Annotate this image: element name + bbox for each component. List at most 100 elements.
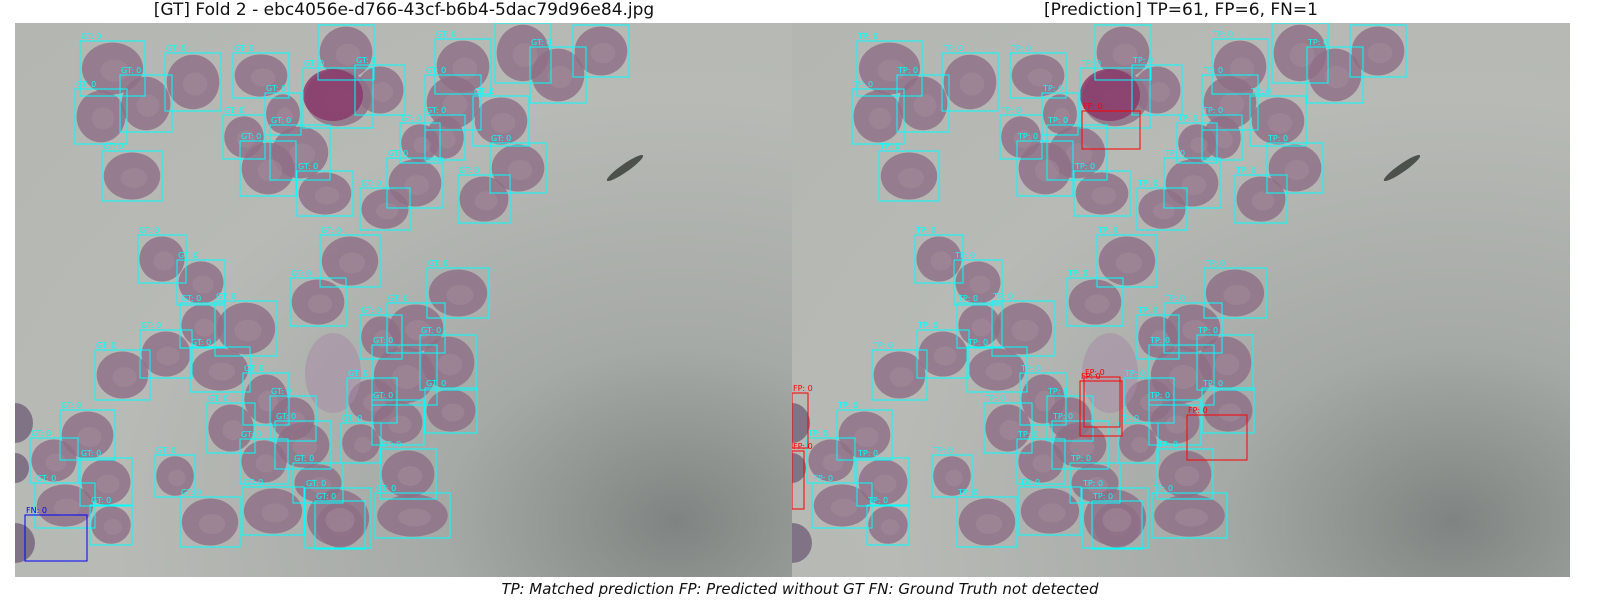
box-label: TP: 0 [932,446,953,455]
bounding-box [241,486,305,536]
cell-center [1115,252,1143,274]
bounding-box [1136,187,1188,231]
cell-center [999,420,1021,440]
bounding-box [956,302,1003,349]
cell-center [388,415,412,434]
box-label: TP: 0 [1092,492,1113,501]
box-label: GT: 0 [361,306,381,315]
bounding-box [189,346,251,393]
box-label: GT: 0 [388,149,408,158]
box-label: TP: 0 [1197,326,1218,335]
cell-center [1013,130,1033,148]
bounding-box [851,88,905,145]
box-label: GT: 0 [216,292,236,301]
bounding-box [419,334,477,391]
bounding-box [239,140,297,197]
box-label: TP: 0 [1164,294,1185,303]
box-label: GT: 0 [376,484,396,493]
cell-center [868,107,892,130]
cell-center [880,519,900,535]
box-label: GT: 0 [381,440,401,449]
box-label: GT: 0 [373,336,393,345]
bounding-box [1069,462,1121,504]
bounding-box [1016,438,1066,485]
box-label: TP: 0 [807,429,828,438]
box-label: GT: 0 [271,387,291,396]
cell-center [1229,57,1255,80]
bounding-box [1046,395,1094,442]
box-label: GT: 0 [298,162,318,171]
cell-center [112,367,137,387]
bounding-box [966,346,1028,393]
box-label: TP: 0 [954,251,975,260]
cell-center [250,68,276,87]
bounding-box [137,234,187,284]
cell-center [192,275,214,294]
box-label: TP: 0 [1212,30,1233,39]
bounding-box [1349,24,1407,78]
box-label: TP: 0 [897,66,918,75]
cell-center [490,113,516,133]
cell-center [1174,466,1200,486]
bounding-box [424,387,478,434]
box-label: TP: 0 [1152,484,1173,493]
cell-center [376,202,398,220]
cell-center [1112,43,1138,66]
cell-center [1165,415,1189,434]
box-label: GT: 0 [81,32,101,41]
bounding-box [1091,500,1143,550]
bounding-box [1163,302,1223,354]
bounding-box [1234,174,1288,224]
bounding-box [317,24,375,81]
box-label: FP: 0 [793,442,813,451]
gt-panel-title: [GT] Fold 2 - ebc4056e-d766-43cf-b6b4-5d… [153,0,655,20]
cell-center [1190,137,1208,153]
box-label: TP: 0 [1267,134,1288,143]
bounding-box [1041,92,1079,136]
bounding-box [119,74,173,133]
cell-center [854,427,879,447]
bounding-box [426,267,490,319]
box-label: TP: 0 [872,341,893,350]
cell-center [307,294,333,314]
bounding-box [386,302,446,354]
cell-center [404,175,430,195]
cell-center [1219,93,1245,116]
cell-center [512,43,538,67]
box-label: GT: 0 [243,478,263,487]
bounding-box [1201,387,1255,434]
bounding-box [314,500,366,550]
bounding-box [399,122,441,164]
cell-center [446,285,474,305]
cell-center [373,330,393,348]
bounding-box [1081,487,1149,549]
cell-center [1267,113,1293,133]
cell-center [1032,454,1054,473]
cell-center [1027,68,1053,87]
cell-center [363,393,385,412]
cell-center [1367,42,1393,64]
bounding-box [206,402,256,454]
box-label: FN: 0 [26,506,47,515]
bounding-box [264,92,302,136]
box-label: GT: 0 [224,106,244,115]
box-label: TP: 0 [837,401,858,410]
box-label: GT: 0 [266,84,286,93]
cell-center [1284,160,1310,180]
box-label: GT: 0 [426,66,446,75]
cell-center [1069,437,1095,457]
cell-center [371,82,393,102]
cell-center [1215,130,1233,149]
bounding-box [878,150,940,202]
legend-caption: TP: Matched prediction FP: Predicted wit… [501,580,1099,598]
cell-center [873,474,897,494]
bounding-box [916,329,970,379]
bounding-box [371,344,438,406]
box-label: TP: 0 [957,294,978,303]
bounding-box [1009,52,1067,99]
box-label: GT: 0 [574,23,594,25]
cell-center [1148,82,1170,102]
box-label: TP: 0 [1067,269,1088,278]
box-label: GT: 0 [304,59,324,68]
cell-center [889,367,914,387]
